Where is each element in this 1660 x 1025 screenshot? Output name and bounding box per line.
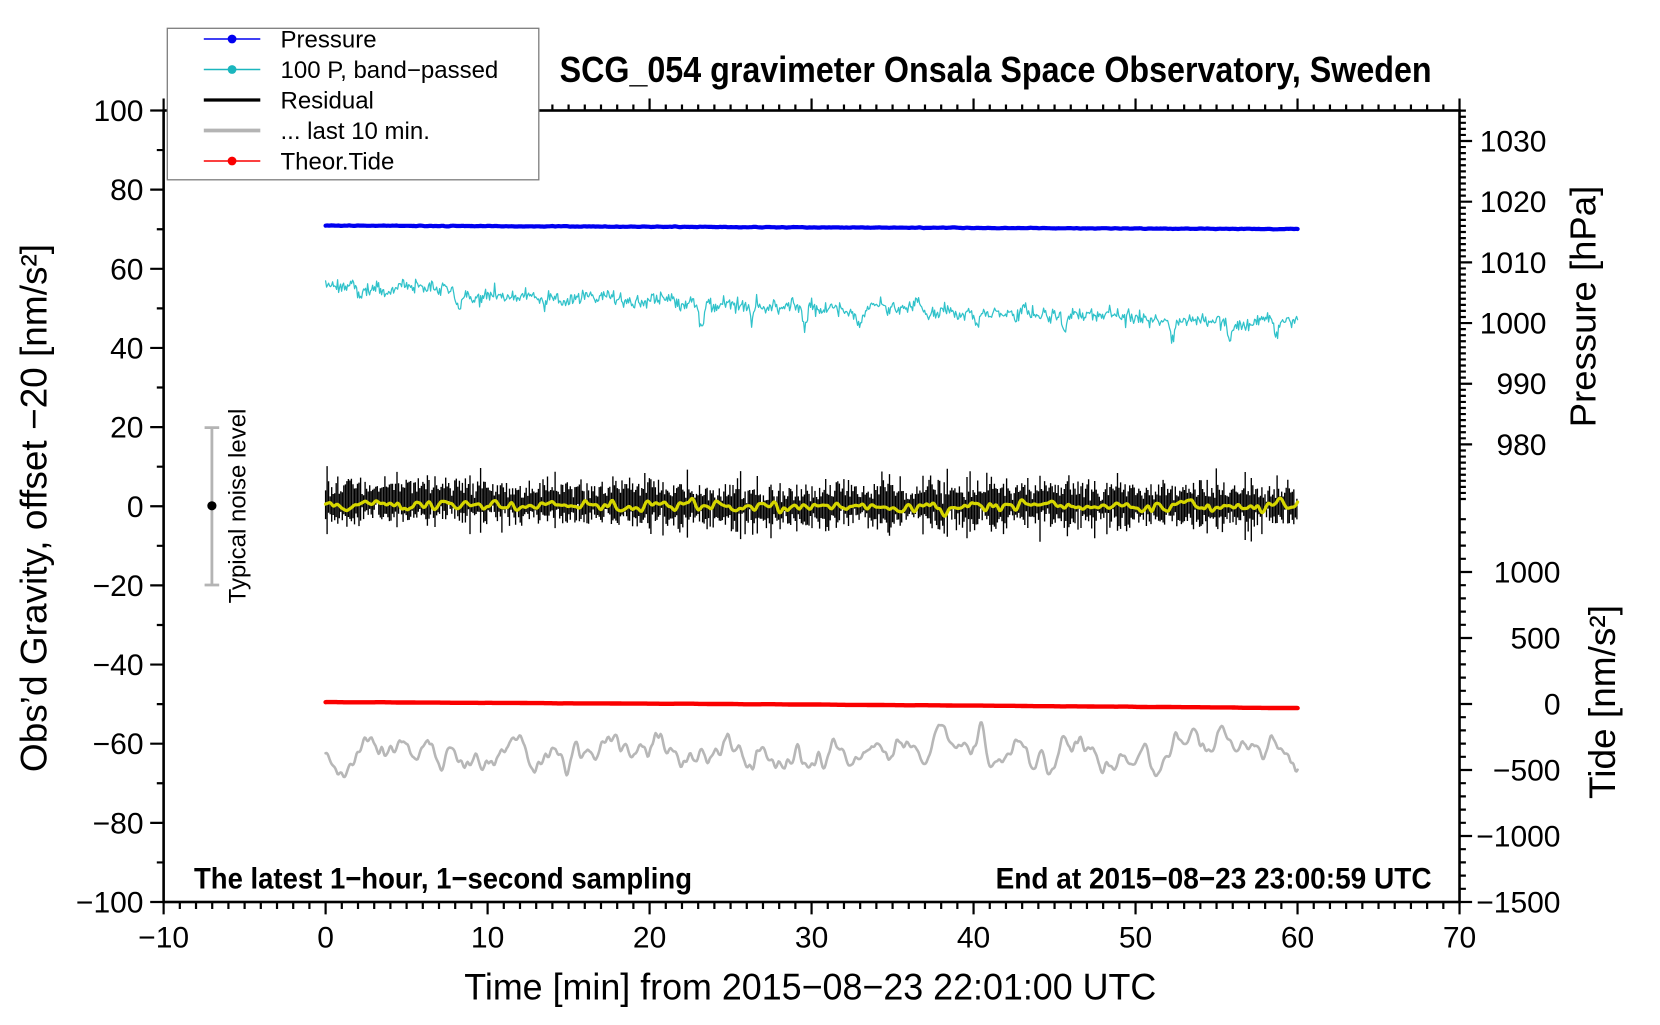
svg-text:The latest 1−hour, 1−second sa: The latest 1−hour, 1−second sampling xyxy=(194,863,692,896)
svg-text:10: 10 xyxy=(471,921,504,954)
svg-text:500: 500 xyxy=(1510,623,1560,656)
svg-text:Pressure [hPa]: Pressure [hPa] xyxy=(1563,186,1604,427)
svg-text:1030: 1030 xyxy=(1480,126,1547,159)
svg-text:Tide [nm/s²]: Tide [nm/s²] xyxy=(1582,605,1623,799)
svg-text:1000: 1000 xyxy=(1480,308,1547,341)
svg-text:−100: −100 xyxy=(76,887,144,920)
svg-text:980: 980 xyxy=(1496,429,1546,462)
svg-text:80: 80 xyxy=(110,174,143,207)
svg-text:−1000: −1000 xyxy=(1476,821,1560,854)
svg-text:End at 2015−08−23 23:00:59 UTC: End at 2015−08−23 23:00:59 UTC xyxy=(996,863,1432,896)
svg-text:0: 0 xyxy=(127,491,144,524)
svg-text:60: 60 xyxy=(1281,921,1314,954)
svg-text:1020: 1020 xyxy=(1480,186,1547,219)
svg-text:40: 40 xyxy=(110,332,143,365)
svg-text:... last 10 min.: ... last 10 min. xyxy=(281,118,430,145)
svg-text:20: 20 xyxy=(633,921,666,954)
svg-text:0: 0 xyxy=(1544,689,1561,722)
svg-text:1000: 1000 xyxy=(1494,557,1561,590)
svg-text:30: 30 xyxy=(795,921,828,954)
svg-text:−60: −60 xyxy=(93,728,144,761)
svg-text:20: 20 xyxy=(110,412,143,445)
svg-text:100: 100 xyxy=(93,95,143,128)
svg-text:1010: 1010 xyxy=(1480,247,1547,280)
svg-text:70: 70 xyxy=(1443,921,1476,954)
svg-text:50: 50 xyxy=(1119,921,1152,954)
svg-text:Obs’d Gravity, offset −20 [nm/: Obs’d Gravity, offset −20 [nm/s²] xyxy=(14,244,55,772)
svg-text:−500: −500 xyxy=(1493,755,1561,788)
svg-text:990: 990 xyxy=(1496,368,1546,401)
svg-text:−80: −80 xyxy=(93,807,144,840)
svg-text:Theor.Tide: Theor.Tide xyxy=(281,148,395,175)
svg-text:−10: −10 xyxy=(138,921,189,954)
svg-text:Typical noise level: Typical noise level xyxy=(225,409,252,604)
svg-text:0: 0 xyxy=(317,921,334,954)
svg-text:Residual: Residual xyxy=(281,87,374,114)
svg-text:SCG_054 gravimeter Onsala Spac: SCG_054 gravimeter Onsala Space Observat… xyxy=(560,49,1432,90)
svg-text:−1500: −1500 xyxy=(1476,887,1560,920)
svg-text:−20: −20 xyxy=(93,570,144,603)
svg-text:Time [min] from 2015−08−23 22:: Time [min] from 2015−08−23 22:01:00 UTC xyxy=(464,967,1156,1008)
svg-text:40: 40 xyxy=(957,921,990,954)
svg-text:100 P, band−passed: 100 P, band−passed xyxy=(281,57,499,84)
svg-text:60: 60 xyxy=(110,253,143,286)
svg-text:Pressure: Pressure xyxy=(281,26,377,53)
svg-text:−40: −40 xyxy=(93,649,144,682)
